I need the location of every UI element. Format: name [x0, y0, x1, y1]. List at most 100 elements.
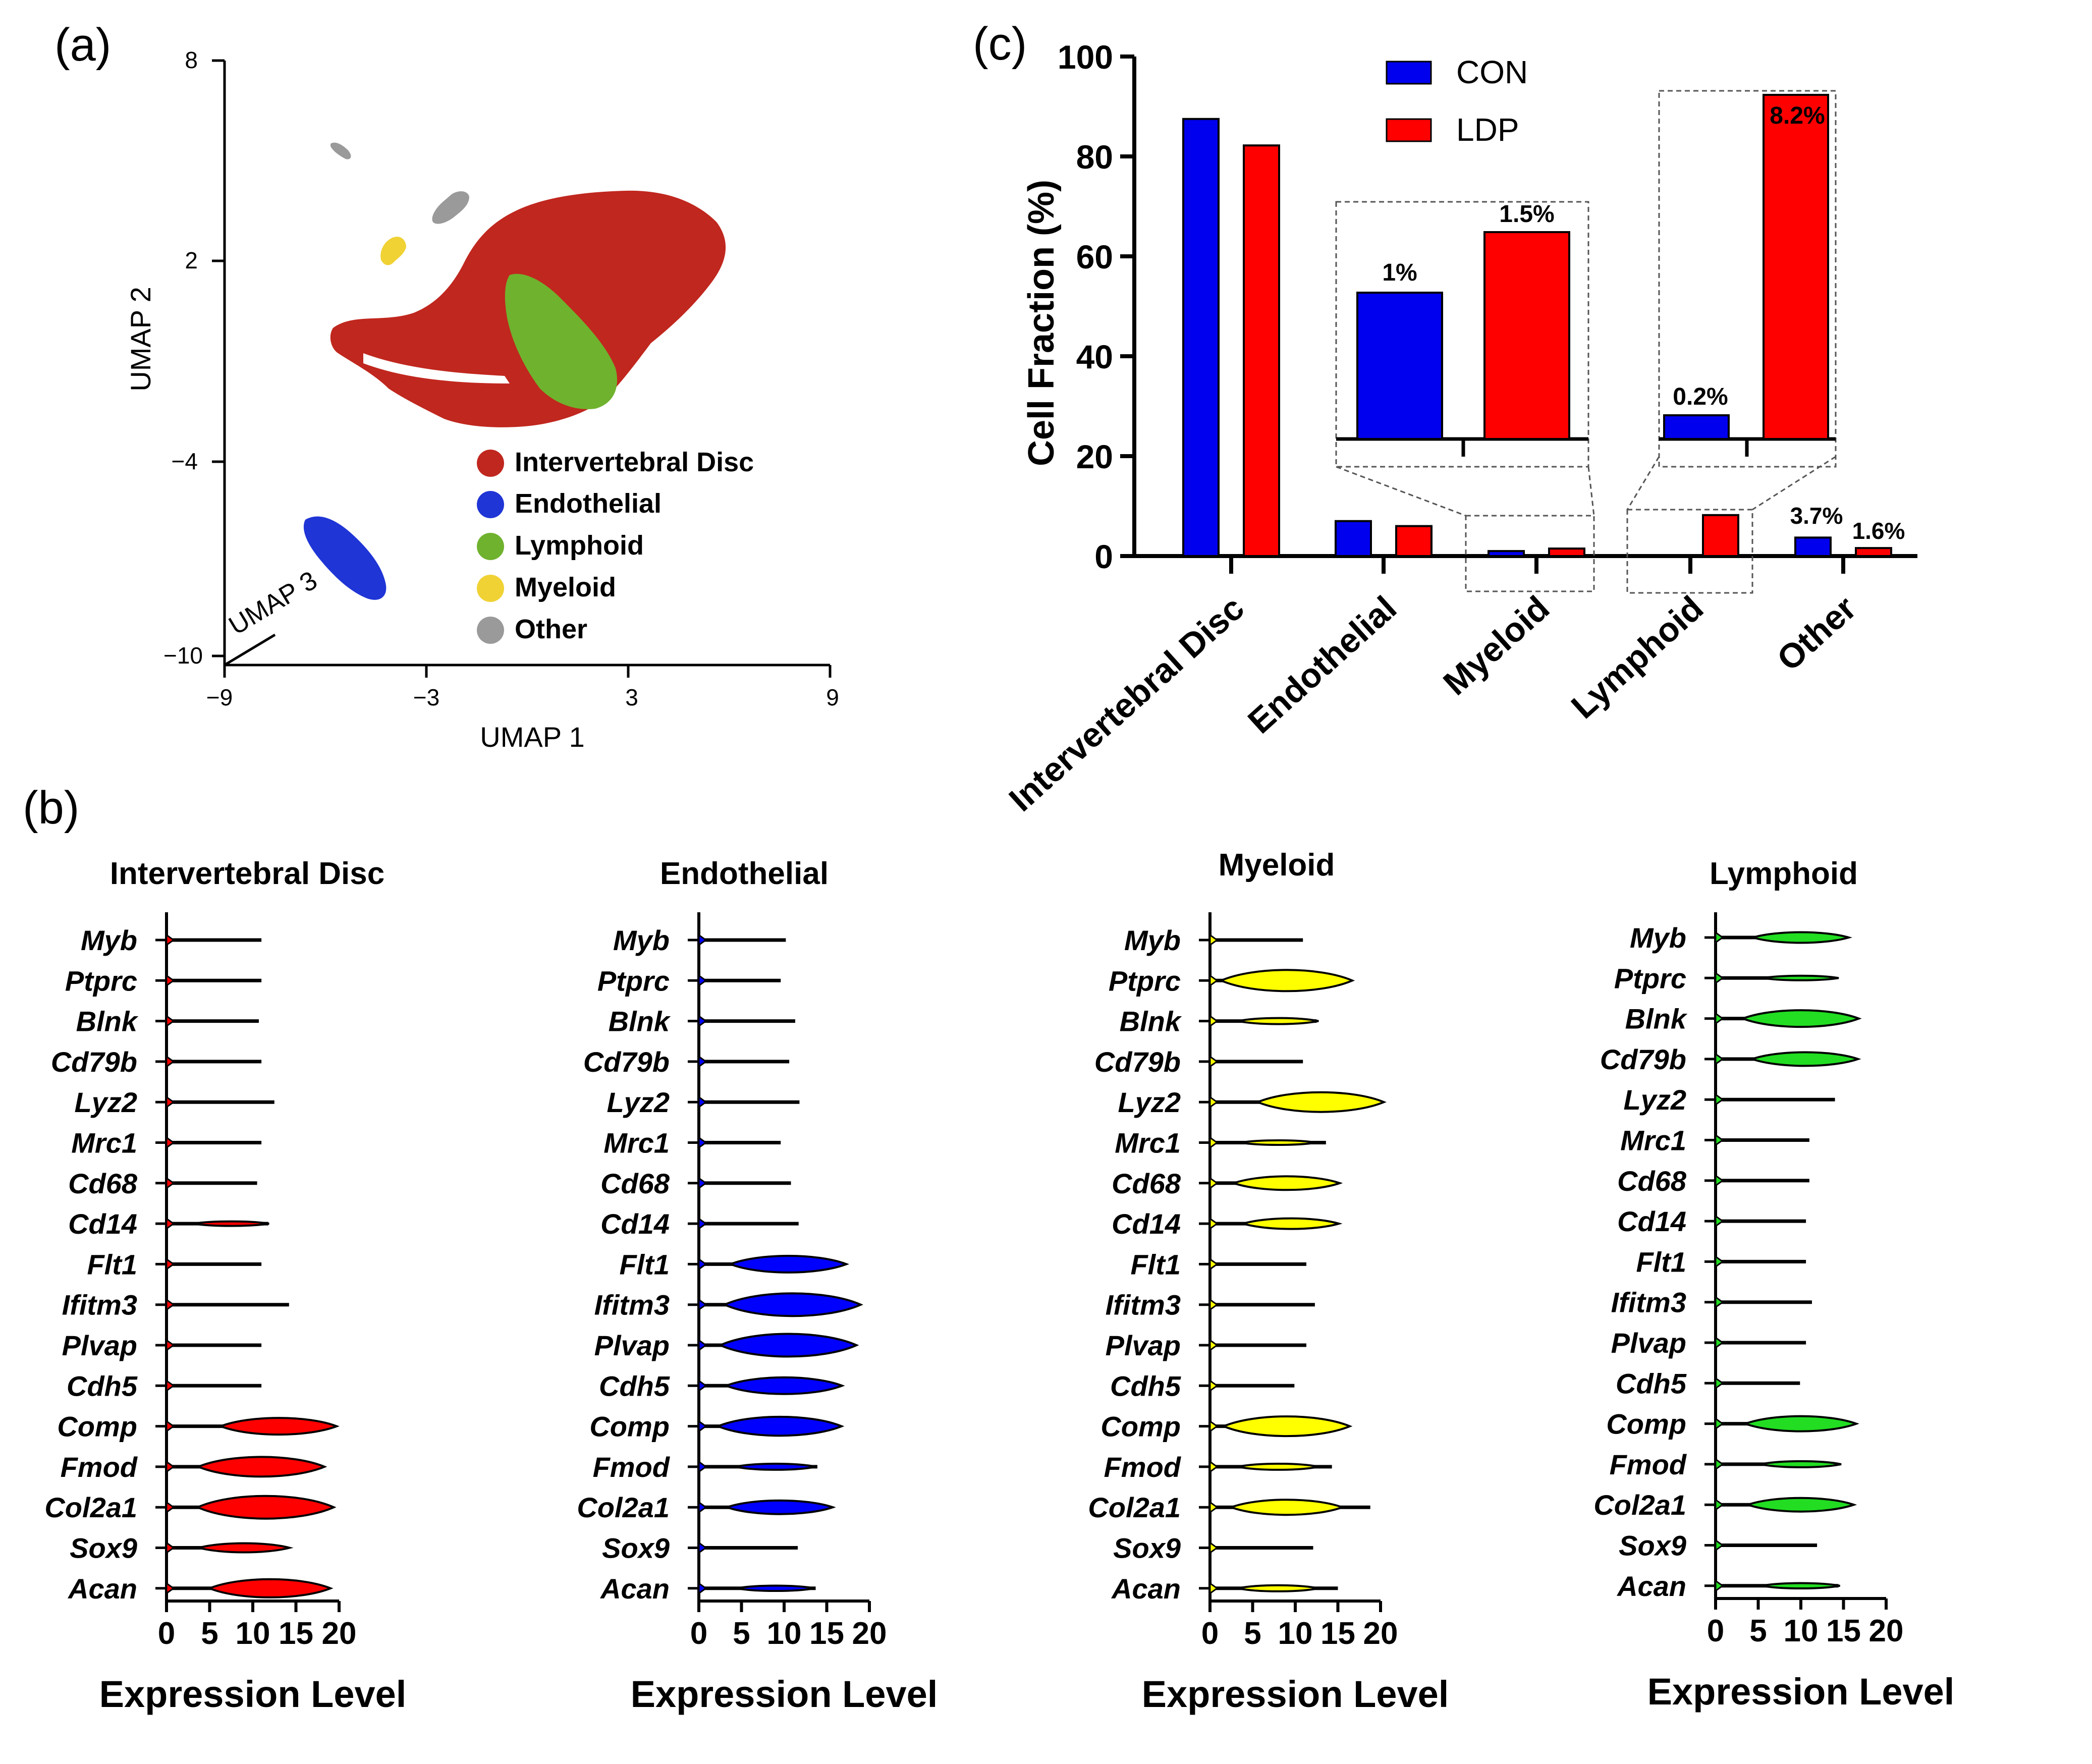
legend-label: Other [515, 614, 587, 644]
bar-legend: CON LDP [1386, 54, 1528, 148]
gene-label: Mrc1 [71, 1127, 137, 1159]
gene-label: Flt1 [87, 1248, 137, 1280]
violin-body-Comp [1221, 1415, 1353, 1438]
panel-label-c: (c) [973, 18, 1027, 70]
umap-panel: (a) 8 2 −4 −10 −9 −3 3 9 UMAP 1 UMA [54, 19, 839, 753]
cluster-other [432, 191, 469, 224]
violin-xtick-label: 5 [201, 1616, 218, 1651]
bar-con-1 [1335, 520, 1372, 557]
violin-xtick-label: 15 [1826, 1614, 1861, 1648]
violin-panel-title: Lymphoid [1710, 856, 1858, 891]
bar-marks [1182, 118, 1892, 558]
gene-label: Plvap [1106, 1330, 1181, 1361]
gene-label: Flt1 [1130, 1248, 1181, 1280]
umap-clusters [303, 142, 726, 600]
umap-z-label: UMAP 3 [224, 566, 322, 641]
gene-label: Cdh5 [67, 1370, 138, 1402]
gene-label: Blnk [609, 1006, 671, 1037]
violin-zero-bulb [698, 1095, 707, 1109]
gene-label: Blnk [76, 1006, 139, 1037]
gene-label: Ptprc [65, 965, 137, 997]
violin-zero-bulb [166, 1055, 175, 1068]
violin-body-Mrc1 [1240, 1139, 1316, 1146]
violin-zero-bulb [1209, 1339, 1219, 1352]
violin-body-Col2a1 [1744, 1497, 1857, 1513]
violin-xtick-label: 0 [1707, 1614, 1724, 1648]
violin-xtick-label: 15 [1320, 1616, 1355, 1651]
gene-label: Fmod [1104, 1451, 1182, 1483]
gene-label: Blnk [1120, 1006, 1182, 1037]
violin-panel-1: Endothelial 0 5 10 15 20 Expression Level Myb Pt… [577, 856, 938, 1715]
gene-label: Acan [1616, 1570, 1686, 1602]
umap-ytick: −10 [163, 642, 203, 669]
bar-ytick-label: 80 [1076, 138, 1113, 176]
violin-xtick-label: 10 [1278, 1616, 1313, 1651]
violin-body-Fmod [195, 1456, 327, 1478]
cluster-other-small [331, 142, 351, 159]
violin-zero-bulb [1715, 1336, 1724, 1349]
violin-zero-bulb [1209, 1217, 1219, 1231]
violin-zero-bulb [1715, 1498, 1724, 1512]
violin-xtick-label: 10 [767, 1616, 802, 1651]
violin-zero-bulb [698, 1460, 707, 1473]
gene-label: Cd79b [1600, 1043, 1686, 1075]
violin-body-Cd68 [1230, 1175, 1343, 1191]
violin-zero-bulb [1209, 1419, 1219, 1433]
gene-label: Ifitm3 [1106, 1289, 1181, 1321]
bar-ytick-label: 100 [1058, 38, 1113, 76]
legend-swatch-myeloid [477, 575, 504, 602]
gene-label: Cd79b [1094, 1046, 1181, 1078]
violin-body-Cd14 [1239, 1217, 1343, 1230]
gene-label: Fmod [1610, 1449, 1687, 1480]
gene-label: Fmod [61, 1451, 138, 1483]
gene-label: Lyz2 [1624, 1084, 1687, 1116]
bar-y-ticks: 0 20 40 60 80 100 [1058, 38, 1134, 575]
violin-zero-bulb [166, 1257, 175, 1271]
violin-zero-bulb [166, 1379, 175, 1393]
gene-label: Ifitm3 [62, 1289, 137, 1321]
gene-label: Cd14 [1112, 1208, 1181, 1240]
bar-ytick-label: 40 [1076, 338, 1113, 375]
violin-zero-bulb [1715, 1376, 1724, 1390]
umap-y-label: UMAP 2 [125, 287, 156, 391]
gene-label: Cdh5 [1110, 1370, 1181, 1402]
violin-zero-bulb [1715, 1174, 1724, 1187]
violin-zero-bulb [698, 1379, 707, 1393]
umap-ytick: 2 [185, 247, 198, 273]
gene-label: Lyz2 [1118, 1086, 1181, 1118]
legend-label: Lymphoid [515, 530, 644, 561]
gene-label: Comp [1100, 1411, 1181, 1443]
umap-x-ticks: −9 −3 3 9 [206, 665, 839, 710]
gene-label: Cd68 [600, 1168, 670, 1199]
violin-zero-bulb [698, 1014, 707, 1028]
cluster-gap [363, 353, 510, 383]
gene-label: Col2a1 [1593, 1489, 1686, 1521]
umap-x-label: UMAP 1 [480, 721, 584, 753]
gene-label: Mrc1 [603, 1127, 670, 1159]
legend-swatch-con [1386, 61, 1432, 85]
violin-zero-bulb [1209, 1257, 1219, 1271]
violin-zero-bulb [1715, 931, 1724, 944]
violin-xtick-label: 10 [1784, 1614, 1819, 1648]
violin-panel-title: Intervertebral Disc [110, 856, 384, 891]
bar-ldp-3 [1702, 514, 1739, 558]
cell-fraction-panel: (c) Cell Fraction (%) 0 20 40 60 80 100 Inter… [973, 18, 1917, 819]
violin-zero-bulb [1209, 1055, 1219, 1068]
violin-body-Cd14 [193, 1220, 269, 1227]
violin-body-Comp [217, 1417, 340, 1436]
violin-body-Col2a1 [195, 1495, 337, 1520]
bar-label-other-ldp: 1.6% [1852, 518, 1905, 544]
panel-label-a: (a) [54, 19, 111, 71]
legend-swatch-disc [477, 450, 504, 477]
violin-xtick-label: 0 [1201, 1616, 1219, 1651]
violin-zero-bulb [1209, 974, 1219, 987]
violin-body-Ifitm3 [722, 1292, 863, 1317]
inset-myeloid-frame [1335, 201, 1589, 468]
violin-zero-bulb [1209, 1581, 1219, 1595]
bar-xtick-label: Endothelial [1241, 589, 1404, 741]
gene-label: Comp [589, 1411, 670, 1443]
bar-ytick-label: 60 [1076, 238, 1113, 275]
umap-xtick: 9 [826, 684, 839, 710]
